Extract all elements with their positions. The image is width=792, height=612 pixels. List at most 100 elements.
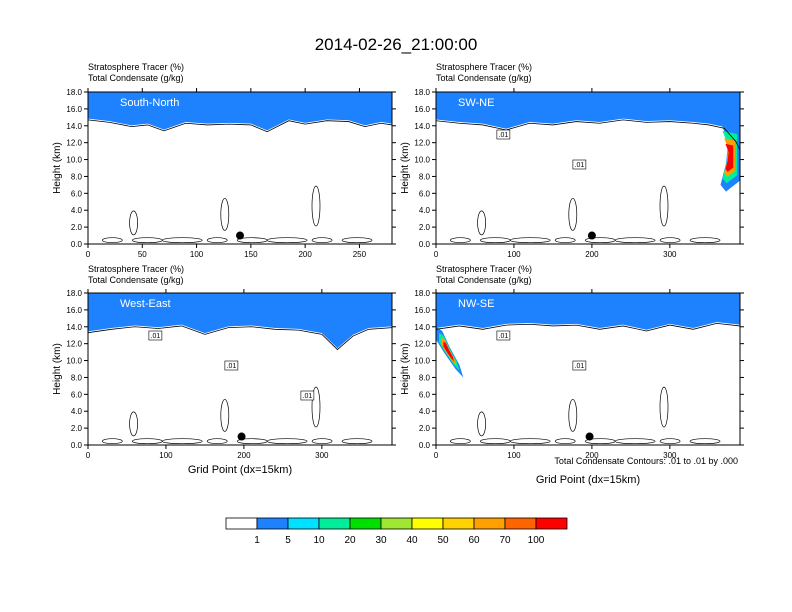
plot-frame	[87, 91, 393, 245]
x-tick-label: 0	[86, 250, 91, 259]
condensate-contour	[477, 210, 486, 236]
colorbar: 1 5 10 20 30 40 50 60 70 100	[225, 517, 568, 546]
contour-label: .01	[300, 390, 315, 401]
y-tick-label: 0.0	[419, 240, 431, 249]
contour-label: .01	[496, 330, 511, 341]
y-tick-label: 4.0	[71, 407, 83, 416]
x-tick-label: 300	[315, 451, 329, 460]
contour-label: .01	[224, 360, 239, 371]
y-tick-label: 2.0	[71, 223, 83, 232]
x-tick-label: 100	[159, 451, 173, 460]
condensate-contour	[436, 119, 740, 151]
condensate-contour	[220, 198, 230, 231]
panel-header-line2: Total Condensate (g/kg)	[436, 73, 532, 83]
condensate-contour	[341, 237, 373, 244]
contour-label: .01	[148, 330, 163, 341]
svg-text:.01: .01	[499, 333, 509, 340]
condensate-contour	[88, 325, 392, 351]
panel-south-north: Stratosphere Tracer (%) Total Condensate…	[52, 62, 396, 259]
tracer-intrusion	[443, 341, 455, 362]
tracer-band	[436, 92, 740, 149]
condensate-contour	[659, 438, 681, 445]
condensate-contour	[266, 237, 308, 244]
x-tick-label: 0	[434, 451, 439, 460]
panel-west-east: Stratosphere Tracer (%) Total Condensate…	[52, 264, 396, 476]
y-tick-label: 6.0	[419, 390, 431, 399]
y-tick-label: 6.0	[71, 390, 83, 399]
plot-frame	[435, 292, 741, 446]
colorbar-label: 50	[437, 535, 449, 546]
condensate-contour	[554, 237, 576, 244]
x-tick-label: 200	[298, 250, 312, 259]
condensate-contour	[266, 438, 308, 445]
y-tick-label: 4.0	[71, 206, 83, 215]
y-tick-label: 0.0	[71, 240, 83, 249]
panel-sw-ne: Stratosphere Tracer (%) Total Condensate…	[400, 62, 744, 259]
condensate-contour	[88, 119, 392, 133]
y-tick-label: 8.0	[419, 373, 431, 382]
y-tick-label: 10.0	[66, 156, 82, 165]
y-tick-label: 18.0	[414, 88, 430, 97]
contour-label: .01	[572, 360, 587, 371]
colorbar-swatch	[287, 517, 320, 530]
condensate-contour	[568, 399, 578, 432]
plot-area	[88, 293, 392, 445]
y-tick-label: 4.0	[419, 407, 431, 416]
panel-header-line2: Total Condensate (g/kg)	[88, 275, 184, 285]
colorbar-swatch	[225, 517, 258, 530]
condensate-contour	[129, 411, 138, 437]
x-tick-label: 0	[434, 250, 439, 259]
plot-frame	[435, 91, 741, 245]
x-axis-label: Grid Point (dx=15km)	[188, 464, 292, 476]
condensate-contour	[509, 438, 551, 445]
colorbar-label: 20	[344, 535, 356, 546]
condensate-contour	[449, 438, 471, 445]
svg-text:.01: .01	[575, 162, 585, 169]
colorbar-label: 5	[285, 535, 291, 546]
condensate-contour	[220, 399, 230, 432]
condensate-contour	[129, 210, 138, 236]
colorbar-label: 100	[528, 535, 545, 546]
y-tick-label: 8.0	[419, 172, 431, 181]
x-axis-label: Grid Point (dx=15km)	[536, 474, 640, 486]
colorbar-swatch	[318, 517, 351, 530]
panel-header-line1: Stratosphere Tracer (%)	[88, 62, 184, 72]
colorbar-label: 40	[406, 535, 418, 546]
tracer-band	[88, 293, 392, 349]
condensate-contour	[659, 386, 669, 428]
panel-label: South-North	[120, 97, 179, 109]
condensate-contour	[206, 438, 228, 445]
y-tick-label: 10.0	[66, 357, 82, 366]
panel-label: NW-SE	[458, 298, 494, 310]
y-tick-label: 10.0	[414, 156, 430, 165]
location-marker	[587, 231, 596, 240]
y-tick-label: 16.0	[414, 306, 430, 315]
x-tick-label: 0	[86, 451, 91, 460]
colorbar-label: 10	[313, 535, 325, 546]
panel-header-line2: Total Condensate (g/kg)	[88, 73, 184, 83]
y-tick-label: 12.0	[414, 139, 430, 148]
y-tick-label: 2.0	[419, 424, 431, 433]
y-tick-label: 2.0	[419, 223, 431, 232]
x-tick-label: 150	[244, 250, 258, 259]
condensate-contour	[311, 438, 333, 445]
y-tick-label: 12.0	[66, 340, 82, 349]
panel-header-line1: Stratosphere Tracer (%)	[436, 62, 532, 72]
svg-text:.01: .01	[303, 393, 313, 400]
contour-note: Total Condensate Contours: .01 to .01 by…	[554, 456, 738, 466]
plot-frame	[87, 292, 393, 446]
y-tick-label: 16.0	[66, 105, 82, 114]
svg-text:.01: .01	[575, 363, 585, 370]
colorbar-label: 30	[375, 535, 387, 546]
condensate-contour	[161, 438, 203, 445]
tracer-band	[88, 92, 392, 131]
y-tick-label: 4.0	[419, 206, 431, 215]
condensate-contour	[477, 411, 486, 437]
location-marker	[585, 432, 594, 441]
y-tick-label: 8.0	[71, 172, 83, 181]
x-tick-label: 100	[507, 250, 521, 259]
y-tick-label: 14.0	[414, 323, 430, 332]
svg-text:.01: .01	[151, 333, 161, 340]
colorbar-label: 70	[499, 535, 511, 546]
